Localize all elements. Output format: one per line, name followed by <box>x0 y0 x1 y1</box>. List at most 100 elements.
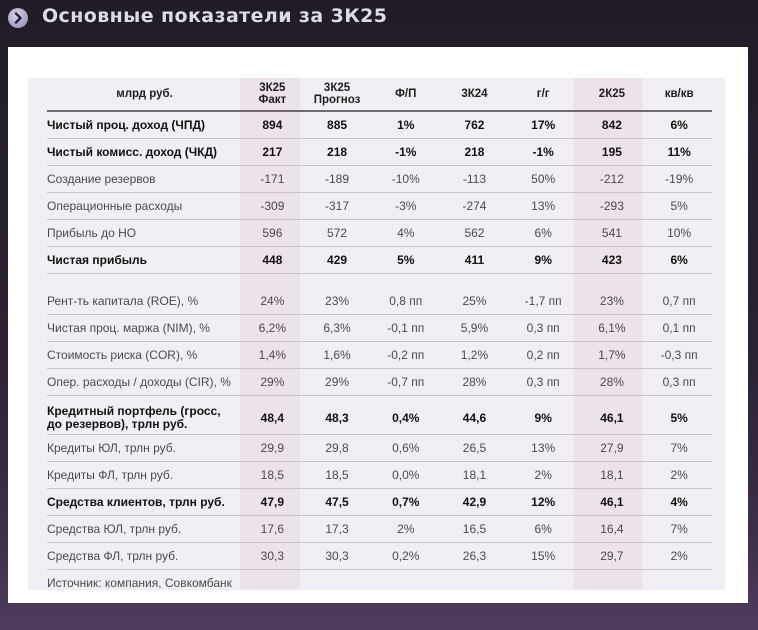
source-note: Источник: компания, Совкомбанк <box>47 576 232 590</box>
cell-value: 7% <box>646 515 712 543</box>
table-row: Операционные расходы -309 -317 -3% -274 13% -2… <box>47 192 712 220</box>
cell-value: -274 <box>440 192 509 220</box>
cell-value: -1,7 пп <box>508 288 578 315</box>
cell-value: 23% <box>302 288 372 315</box>
cell-value: 448 <box>242 246 303 274</box>
cell-value: 48,4 <box>242 402 303 435</box>
cell-value: 6,3% <box>302 314 372 342</box>
cell-value: -113 <box>440 165 509 193</box>
table-row: Чистый проц. доход (ЧПД) 894 885 1% 762 17% 84… <box>47 111 712 139</box>
key-metrics-table: млрд руб. 3К25 Факт 3К25 Прогноз Ф/П 3К24 … <box>47 78 712 596</box>
cell-value: 0,3 пп <box>508 368 578 396</box>
row-label: Чистый проц. доход (ЧПД) <box>47 111 243 139</box>
cell-value: 25% <box>440 288 509 315</box>
cell-value: 562 <box>440 219 509 247</box>
cell-value: -1% <box>508 138 578 166</box>
cell-value: 541 <box>577 219 647 247</box>
cell-value: 17,3 <box>302 515 372 543</box>
table-row: Средства клиентов, трлн руб. 47,9 47,5 0,7%… <box>47 488 712 516</box>
cell-value: 29% <box>302 368 372 396</box>
cell-value: 30,3 <box>242 542 303 570</box>
table-row: Чистая прибыль 448 429 5% 411 9% 423 6% <box>47 246 712 274</box>
column-header-3k25-forecast: 3К25 Прогноз <box>302 78 372 112</box>
cell-value: 9% <box>508 402 578 435</box>
cell-value: 7% <box>646 434 712 462</box>
source-note-row: Источник: компания, Совкомбанк <box>47 570 712 597</box>
cell-value: 1,4% <box>242 341 303 369</box>
cell-value: 29,9 <box>242 434 303 462</box>
cell-value: 26,5 <box>440 434 509 462</box>
cell-value: 0,7% <box>371 488 441 516</box>
cell-value: 26,3 <box>440 542 509 570</box>
row-label: Рент-ть капитала (ROE), % <box>47 288 243 315</box>
cell-value: -3% <box>371 192 441 220</box>
content-card: млрд руб. 3К25 Факт 3К25 Прогноз Ф/П 3К24 … <box>8 47 748 603</box>
cell-value: 2% <box>508 461 578 489</box>
cell-value: 23% <box>577 288 647 315</box>
cell-value: 1,7% <box>577 341 647 369</box>
cell-value: 842 <box>577 111 647 139</box>
table-panel: млрд руб. 3К25 Факт 3К25 Прогноз Ф/П 3К24 … <box>28 78 725 590</box>
cell-value: 13% <box>508 192 578 220</box>
cell-value: -19% <box>646 165 712 193</box>
cell-value: 6% <box>646 246 712 274</box>
cell-value: 18,1 <box>440 461 509 489</box>
cell-value: 2% <box>371 515 441 543</box>
cell-value: 195 <box>577 138 647 166</box>
cell-value: 4% <box>371 219 441 247</box>
cell-value: 11% <box>646 138 712 166</box>
table-row: Кредитный портфель (гросс, до резервов), … <box>47 402 712 435</box>
header-line: Факт <box>258 94 287 106</box>
table-row: Стоимость риска (COR), % 1,4% 1,6% -0,2 пп 1… <box>47 341 712 369</box>
cell-value: 29,7 <box>577 542 647 570</box>
column-header-2k25: 2К25 <box>577 78 647 112</box>
row-label: Чистая прибыль <box>47 246 243 274</box>
cell-value: 2% <box>646 461 712 489</box>
cell-value: 6% <box>646 111 712 139</box>
cell-value: 42,9 <box>440 488 509 516</box>
cell-value: 218 <box>302 138 372 166</box>
cell-value: 0,2 пп <box>508 341 578 369</box>
cell-value: -0,7 пп <box>371 368 441 396</box>
title-bar: Основные показатели за 3К25 <box>0 0 758 38</box>
cell-value: -0,3 пп <box>646 341 712 369</box>
cell-value: 5% <box>646 192 712 220</box>
table-row: Рент-ть капитала (ROE), % 24% 23% 0,8 пп 25%… <box>47 288 712 315</box>
table-row: Опер. расходы / доходы (CIR), % 29% 29% -0,… <box>47 368 712 396</box>
cell-value: 27,9 <box>577 434 647 462</box>
cell-value: 411 <box>440 246 509 274</box>
cell-value: 0,2% <box>371 542 441 570</box>
cell-value: 1% <box>371 111 441 139</box>
row-label: Чистый комисс. доход (ЧКД) <box>47 138 243 166</box>
table-row: Кредиты ЮЛ, трлн руб. 29,9 29,8 0,6% 26,5 13%… <box>47 434 712 462</box>
cell-value: 12% <box>508 488 578 516</box>
row-label: Стоимость риска (COR), % <box>47 341 243 369</box>
cell-value: 29% <box>242 368 303 396</box>
row-label: Средства ЮЛ, трлн руб. <box>47 515 243 543</box>
cell-value: 24% <box>242 288 303 315</box>
cell-value: 762 <box>440 111 509 139</box>
cell-value: 0,1 пп <box>646 314 712 342</box>
cell-value: 1,6% <box>302 341 372 369</box>
cell-value: 28% <box>577 368 647 396</box>
cell-value: 0,7 пп <box>646 288 712 315</box>
header-line: Прогноз <box>313 94 361 106</box>
row-label: Средства клиентов, трлн руб. <box>47 488 243 516</box>
table-row: Создание резервов -171 -189 -10% -113 50% -212… <box>47 165 712 193</box>
row-label: Кредиты ФЛ, трлн руб. <box>47 461 243 489</box>
cell-value: 48,3 <box>302 402 372 435</box>
cell-value: 2% <box>646 542 712 570</box>
table-header-row: млрд руб. 3К25 Факт 3К25 Прогноз Ф/П 3К24 … <box>47 78 712 112</box>
table-row: Прибыль до НО 596 572 4% 562 6% 541 10% <box>47 219 712 247</box>
cell-value: 6% <box>508 515 578 543</box>
cell-value: 9% <box>508 246 578 274</box>
cell-value: 218 <box>440 138 509 166</box>
cell-value: -293 <box>577 192 647 220</box>
cell-value: 0,8 пп <box>371 288 441 315</box>
cell-value: 18,5 <box>242 461 303 489</box>
cell-value: 429 <box>302 246 372 274</box>
table-row: Средства ЮЛ, трлн руб. 17,6 17,3 2% 16,5 6% 16… <box>47 515 712 543</box>
section-spacer <box>47 274 712 289</box>
cell-value: 0,0% <box>371 461 441 489</box>
cell-value: 423 <box>577 246 647 274</box>
